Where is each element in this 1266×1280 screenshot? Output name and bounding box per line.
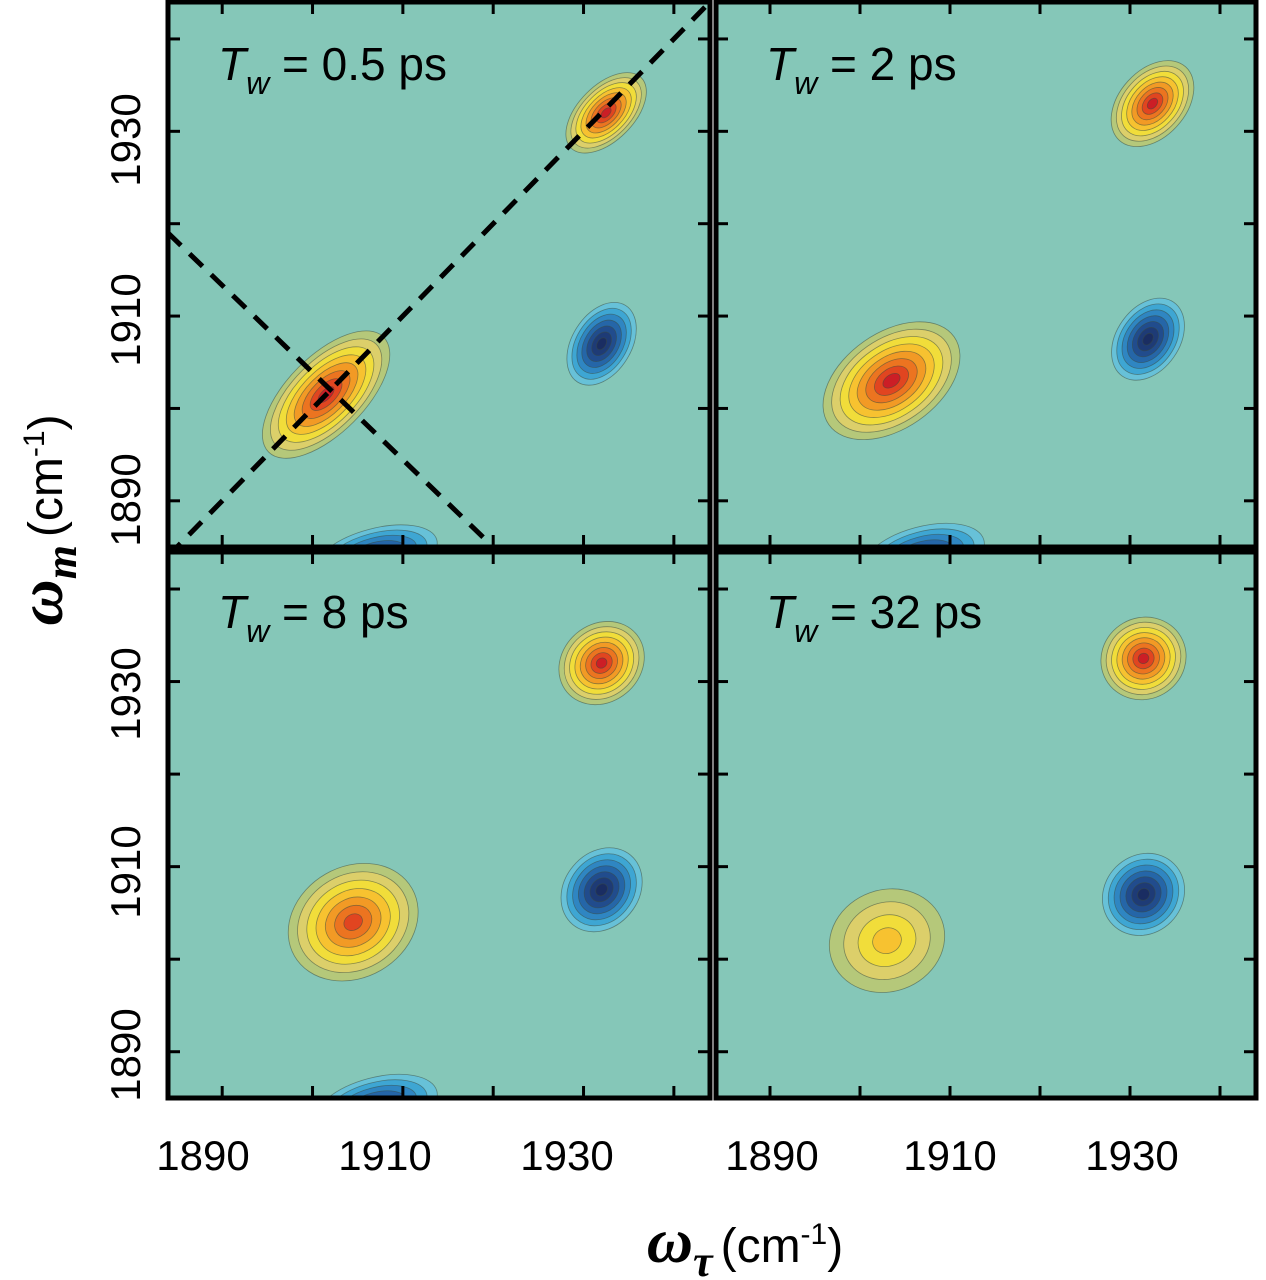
panel-tw-0-5ps: Tw = 0.5 ps — [165, 0, 713, 550]
x-tick-label: 1930 — [1085, 1132, 1178, 1179]
contour-plot-area — [716, 2, 1256, 547]
axis-ticks — [168, 2, 1256, 1098]
panel-label: Tw = 8 ps — [218, 586, 409, 649]
y-tick-label: 1890 — [102, 453, 149, 546]
positive-contour-level — [595, 657, 608, 669]
x-tick-labels: 1890 1910 1930 1890 1910 1930 — [156, 1132, 1178, 1179]
positive-contour-level — [600, 107, 612, 119]
antidiagonal-dashed-line — [168, 231, 495, 547]
contour-plot-area — [168, 552, 710, 1115]
x-tick-label: 1890 — [725, 1132, 818, 1179]
negative-contour-level — [1137, 888, 1150, 901]
y-axis-label: ωm(cm-1) — [5, 414, 86, 625]
panel-tw-2ps: Tw = 2 ps — [713, 0, 1259, 550]
x-tick-label: 1910 — [338, 1132, 431, 1179]
y-tick-label: 1910 — [102, 273, 149, 366]
positive-contour-level — [882, 372, 901, 389]
y-tick-label: 1890 — [102, 1008, 149, 1101]
x-tick-label: 1930 — [520, 1132, 613, 1179]
negative-contour-level — [344, 1090, 407, 1098]
panel-frame — [713, 549, 1259, 1101]
panel-frame — [713, 0, 1259, 550]
y-tick-label: 1930 — [102, 647, 149, 740]
contour-plot-area — [168, 2, 710, 547]
positive-contour-level — [872, 927, 902, 955]
panel-frame — [165, 549, 713, 1101]
x-tick-label: 1890 — [156, 1132, 249, 1179]
panel-label: Tw = 32 ps — [766, 586, 982, 649]
negative-contour-level — [891, 539, 955, 547]
y-tick-label: 1930 — [102, 93, 149, 186]
panel-label: Tw = 2 ps — [766, 38, 957, 101]
panel-frame — [165, 0, 713, 550]
panel-label: Tw = 0.5 ps — [218, 38, 447, 101]
x-tick-label: 1910 — [903, 1132, 996, 1179]
negative-contour-level — [1142, 332, 1154, 346]
y-tick-labels: 1930 1910 1890 1930 1910 1890 — [102, 93, 149, 1101]
y-tick-label: 1910 — [102, 825, 149, 918]
positive-contour-level — [1146, 97, 1159, 110]
positive-contour-level — [343, 913, 363, 931]
negative-contour-level — [344, 540, 407, 547]
negative-contour-level — [595, 883, 608, 897]
positive-contour-level — [1137, 652, 1150, 665]
diagonal-dashed-line — [173, 2, 710, 547]
contour-plot-area — [716, 552, 1256, 1098]
panel-tw-8ps: Tw = 8 ps — [165, 549, 713, 1115]
x-axis-label: ωτ (cm-1) — [647, 1205, 843, 1280]
negative-contour-level — [364, 1100, 387, 1115]
negative-contour-level — [596, 337, 607, 351]
panel-tw-32ps: Tw = 32 ps — [713, 549, 1259, 1101]
